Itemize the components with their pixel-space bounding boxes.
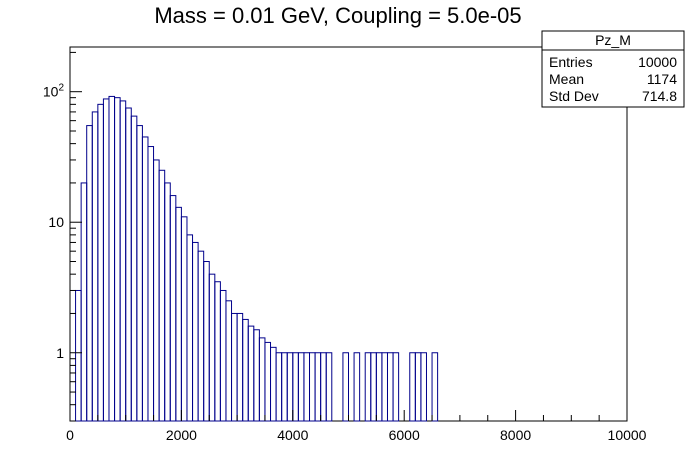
histogram-bin bbox=[353, 352, 361, 422]
histogram-bin bbox=[114, 97, 121, 422]
histogram-bin bbox=[125, 107, 132, 422]
histogram-bin bbox=[86, 125, 93, 422]
stats-mean-value: 1174 bbox=[647, 71, 677, 87]
histogram-bin bbox=[231, 312, 238, 422]
histogram-bin bbox=[186, 234, 194, 422]
histogram-bin bbox=[164, 182, 171, 422]
stats-entries-value: 10000 bbox=[638, 54, 677, 70]
x-tick-label: 0 bbox=[66, 427, 74, 443]
histogram-bin bbox=[325, 352, 333, 422]
x-tick-label: 10000 bbox=[608, 427, 647, 443]
histogram-bin bbox=[297, 352, 305, 422]
x-axis: 0 2000 4000 6000 8000 10000 bbox=[66, 410, 647, 443]
histogram-bin bbox=[409, 352, 416, 422]
histogram-bin bbox=[203, 261, 210, 422]
histogram-bin bbox=[375, 352, 383, 422]
histogram-bin bbox=[386, 352, 394, 422]
histogram-bin bbox=[169, 195, 177, 422]
histogram-bin bbox=[175, 206, 182, 422]
x-tick-label: 6000 bbox=[389, 427, 420, 443]
histogram-bin bbox=[364, 352, 372, 422]
y-tick-label: 10 bbox=[48, 214, 64, 230]
histogram-bin bbox=[225, 300, 233, 422]
histogram-bin bbox=[130, 115, 138, 422]
histogram-bin bbox=[158, 169, 166, 422]
histogram-bin bbox=[247, 325, 255, 422]
histogram-bin bbox=[197, 250, 205, 422]
histogram-bin bbox=[180, 216, 188, 422]
histogram-bin bbox=[275, 352, 283, 422]
y-tick-label: 102 bbox=[43, 83, 65, 100]
stats-box: Pz_M Entries 10000 Mean 1174 Std Dev 714… bbox=[541, 30, 685, 108]
stats-stddev-value: 714.8 bbox=[642, 88, 677, 104]
histogram-bin bbox=[264, 341, 272, 422]
histogram-bin bbox=[147, 146, 155, 422]
histogram-bin bbox=[370, 352, 377, 422]
histogram-bin bbox=[314, 352, 322, 422]
histogram-bin bbox=[214, 281, 221, 422]
histogram-bin bbox=[80, 182, 88, 422]
stats-stddev-label: Std Dev bbox=[549, 88, 599, 104]
histogram-bin bbox=[281, 352, 288, 422]
histogram-bin bbox=[431, 352, 439, 422]
stats-mean-label: Mean bbox=[549, 71, 584, 87]
chart-title: Mass = 0.01 GeV, Coupling = 5.0e-05 bbox=[154, 3, 521, 28]
histogram-bin bbox=[320, 352, 327, 422]
histogram-bin bbox=[258, 337, 266, 422]
histogram-bin bbox=[270, 346, 277, 422]
histogram-bin bbox=[97, 103, 104, 422]
y-tick-label: 1 bbox=[56, 345, 64, 361]
histogram-bin bbox=[381, 352, 388, 422]
histogram-bin bbox=[108, 95, 116, 422]
histogram-bin bbox=[286, 352, 294, 422]
histogram-bin bbox=[236, 312, 244, 422]
histogram-bin bbox=[119, 100, 127, 422]
histogram-bin bbox=[292, 352, 299, 422]
histogram-bin bbox=[141, 136, 149, 422]
stats-entries-label: Entries bbox=[549, 54, 593, 70]
histogram-bin bbox=[192, 241, 199, 422]
y-axis: 1 10 102 bbox=[43, 51, 82, 422]
histogram-bin bbox=[219, 289, 227, 422]
histogram-bin bbox=[208, 273, 216, 422]
histogram-bin bbox=[242, 318, 249, 422]
histogram-bin bbox=[75, 289, 82, 422]
histogram-bin bbox=[342, 352, 349, 422]
histogram-bin bbox=[153, 159, 160, 422]
histogram-bin bbox=[414, 352, 422, 422]
x-tick-label: 4000 bbox=[277, 427, 308, 443]
histogram-bin bbox=[91, 111, 99, 422]
histogram-bin bbox=[303, 352, 311, 422]
stats-box-name: Pz_M bbox=[595, 32, 631, 48]
x-tick-label: 8000 bbox=[500, 427, 531, 443]
histogram-bin bbox=[420, 352, 427, 422]
histogram-bin bbox=[136, 125, 143, 422]
histogram-bin bbox=[309, 352, 316, 422]
histogram-bin bbox=[102, 98, 110, 422]
histogram-series bbox=[75, 95, 439, 422]
histogram-bin bbox=[392, 352, 400, 422]
histogram-bin bbox=[253, 329, 260, 422]
x-tick-label: 2000 bbox=[166, 427, 197, 443]
